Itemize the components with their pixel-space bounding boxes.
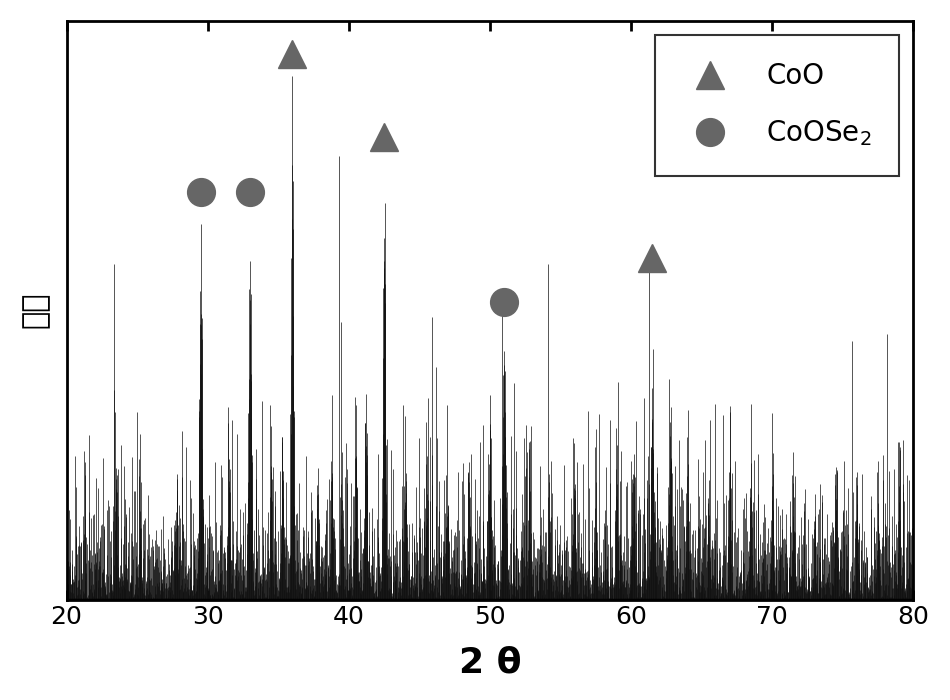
- Y-axis label: 强度: 强度: [21, 292, 49, 328]
- X-axis label: 2 θ: 2 θ: [459, 645, 522, 679]
- Legend: CoO, CoOSe$_2$: CoO, CoOSe$_2$: [655, 35, 900, 176]
